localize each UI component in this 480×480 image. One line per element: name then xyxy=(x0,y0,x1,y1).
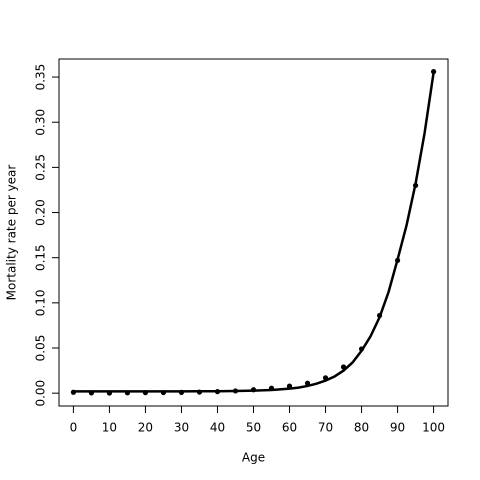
x-tick-label: 20 xyxy=(138,421,153,435)
x-tick-label: 80 xyxy=(354,421,369,435)
y-tick-label: 0.05 xyxy=(34,335,48,362)
y-tick-label: 0.10 xyxy=(34,289,48,316)
x-tick-label: 60 xyxy=(282,421,297,435)
y-tick-label: 0.25 xyxy=(34,154,48,181)
x-tick-label: 90 xyxy=(390,421,405,435)
fit-curve xyxy=(73,72,435,393)
y-tick-label: 0.20 xyxy=(34,199,48,226)
y-tick-label: 0.00 xyxy=(34,380,48,407)
x-tick-label: 0 xyxy=(70,421,78,435)
y-tick-label: 0.15 xyxy=(34,244,48,271)
x-tick-label: 30 xyxy=(174,421,189,435)
y-axis-label: Mortality rate per year xyxy=(5,165,19,301)
x-tick-label: 100 xyxy=(422,421,445,435)
x-axis-label: Age xyxy=(242,451,265,465)
plot-box xyxy=(58,58,449,407)
x-tick-label: 40 xyxy=(210,421,225,435)
x-tick-label: 50 xyxy=(246,421,261,435)
x-tick-label: 10 xyxy=(102,421,117,435)
y-tick-label: 0.35 xyxy=(34,64,48,91)
y-tick-label: 0.30 xyxy=(34,109,48,136)
x-tick-label: 70 xyxy=(318,421,333,435)
